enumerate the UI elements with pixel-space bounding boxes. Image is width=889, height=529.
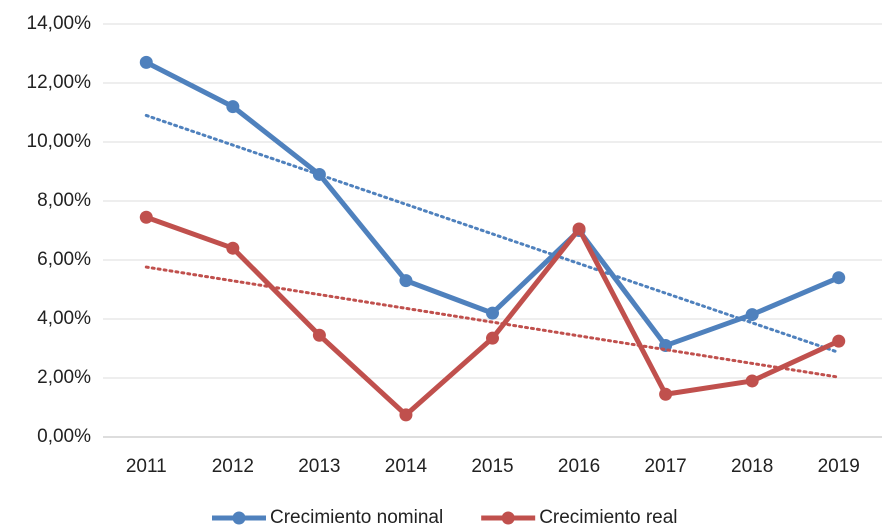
point	[139, 210, 153, 224]
y-tick-label: 12,00%	[27, 72, 92, 93]
x-tick-label: 2013	[298, 456, 340, 477]
legend-marker	[232, 511, 246, 525]
point	[832, 271, 846, 285]
y-tick-label: 0,00%	[37, 426, 91, 447]
x-tick-label: 2017	[644, 456, 686, 477]
x-tick-label: 2014	[385, 456, 428, 477]
trendline	[144, 113, 841, 354]
trendline	[144, 265, 841, 379]
point	[832, 334, 846, 348]
point	[312, 167, 326, 181]
y-tick-label: 8,00%	[37, 190, 91, 211]
series-line	[145, 60, 840, 349]
point	[486, 306, 499, 320]
point	[226, 241, 240, 255]
point	[399, 408, 413, 422]
point	[312, 328, 326, 342]
x-tick-label: 2012	[212, 456, 254, 477]
y-tick-label: 6,00%	[37, 249, 91, 270]
point	[139, 55, 153, 69]
point	[399, 274, 413, 288]
legend-label: Crecimiento real	[539, 507, 677, 528]
x-tick-label: 2015	[471, 456, 513, 477]
y-tick-label: 10,00%	[27, 131, 92, 152]
point	[745, 374, 759, 388]
legend-marker	[501, 511, 515, 525]
point	[486, 331, 499, 345]
point	[659, 387, 673, 401]
x-tick-label: 2019	[818, 456, 860, 477]
x-tick-label: 2018	[731, 456, 773, 477]
y-tick-label: 2,00%	[37, 367, 91, 388]
x-tick-label: 2011	[126, 456, 167, 477]
point	[572, 222, 586, 236]
point	[226, 100, 240, 114]
y-tick-label: 4,00%	[37, 308, 91, 329]
legend-label: Crecimiento nominal	[270, 507, 443, 528]
x-tick-label: 2016	[558, 456, 600, 477]
point	[745, 308, 759, 322]
y-tick-label: 14,00%	[27, 13, 92, 34]
